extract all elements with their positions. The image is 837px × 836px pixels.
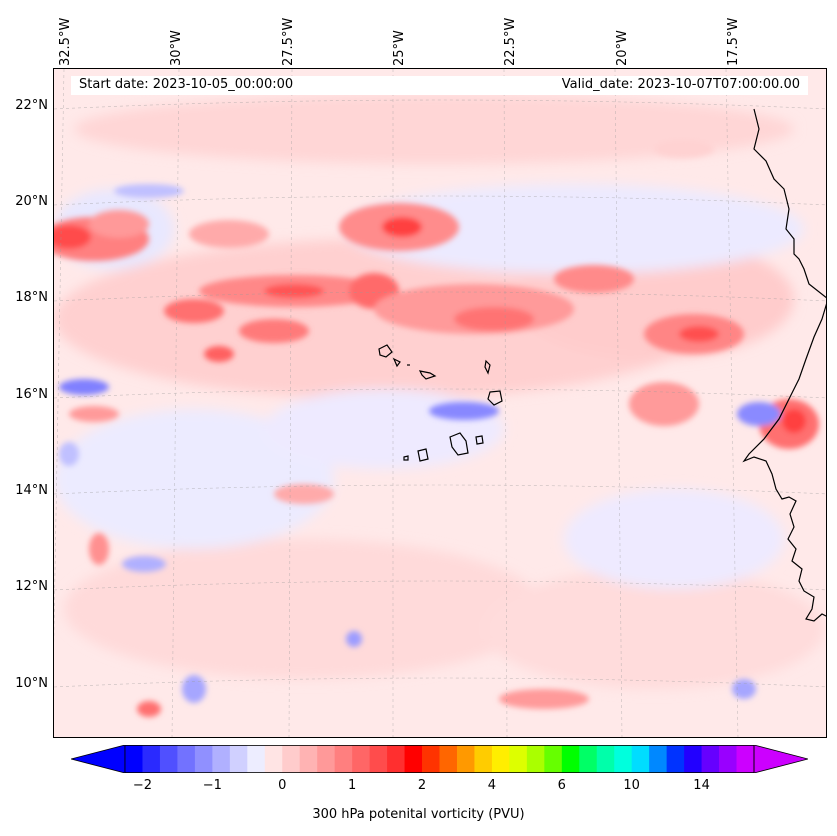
colorbar-swatch [649,745,668,773]
lat-label: 18°N [15,290,48,305]
lat-label: 14°N [15,483,48,498]
colorbar-swatch [369,745,388,773]
map-panel [53,68,827,738]
colorbar-swatch [282,745,301,773]
colorbar-swatch [614,745,633,773]
graticule [54,69,826,737]
lat-label: 22°N [15,98,48,113]
lon-label: 25°W [392,30,407,66]
colorbar-swatch [596,745,615,773]
valid-date-label: Valid_date: 2023-10-07T07:00:00.00 [561,77,800,92]
colorbar-swatch [719,745,738,773]
colorbar-swatch [142,745,161,773]
colorbar-swatch [631,745,650,773]
colorbar-extend-min [71,745,126,773]
colorbar-swatch [561,745,580,773]
colorbar-swatch [212,745,231,773]
colorbar-swatch [544,745,563,773]
colorbar-tick-label: 6 [557,778,566,793]
date-header: Start date: 2023-10-05_00:00:00 Valid_da… [71,76,808,95]
colorbar-tick-label: −1 [202,778,222,793]
colorbar-tick-label: 1 [347,778,357,793]
colorbar-tick-label: 0 [278,778,287,793]
colorbar-swatch [334,745,353,773]
colorbar [71,745,808,773]
vorticity-field [54,69,826,737]
colorbar-swatch [701,745,720,773]
colorbar-swatch [387,745,406,773]
colorbar-swatch [439,745,458,773]
field-features [54,140,819,717]
lon-label: 32.5°W [58,17,73,66]
lon-label: 17.5°W [726,17,741,66]
colorbar-swatch [526,745,545,773]
colorbar-swatch [177,745,196,773]
lon-label: 27.5°W [281,17,296,66]
lat-label: 16°N [15,387,48,402]
colorbar-swatch [404,745,423,773]
colorbar-swatch [491,745,510,773]
lat-label: 12°N [15,579,48,594]
lon-label: 20°W [615,30,630,66]
coastline [753,108,826,299]
colorbar-swatch [474,745,493,773]
colorbar-border [124,745,755,773]
islands [378,344,503,462]
colorbar-tick-label: −2 [132,778,153,793]
colorbar-tick-label: 14 [693,778,710,793]
colorbar-swatch [229,745,248,773]
colorbar-extend-max [753,745,808,773]
colorbar-swatch [736,745,755,773]
colorbar-swatch [509,745,528,773]
lat-label: 10°N [15,676,48,691]
colorbar-label: 300 hPa potenital vorticity (PVU) [312,807,525,822]
colorbar-swatch [194,745,213,773]
colorbar-swatch [317,745,336,773]
colorbar-swatch [159,745,178,773]
lon-label: 22.5°W [503,17,518,66]
colorbar-swatch [666,745,685,773]
colorbar-swatch [125,745,143,773]
colorbar-swatch [422,745,440,773]
coastline [742,303,826,622]
lat-label: 20°N [15,194,48,209]
start-date-label: Start date: 2023-10-05_00:00:00 [79,77,294,92]
colorbar-swatch [352,745,371,773]
colorbar-swatch [299,745,318,773]
colorbar-tick-label: 2 [417,778,427,793]
colorbar-swatch [579,745,598,773]
colorbar-swatch [264,745,283,773]
lon-label: 30°W [169,30,184,66]
colorbar-swatch [456,745,475,773]
colorbar-tick-label: 4 [487,778,497,793]
colorbar-swatch [247,745,266,773]
colorbar-swatch [684,745,703,773]
colorbar-tick-label: 10 [623,778,640,793]
